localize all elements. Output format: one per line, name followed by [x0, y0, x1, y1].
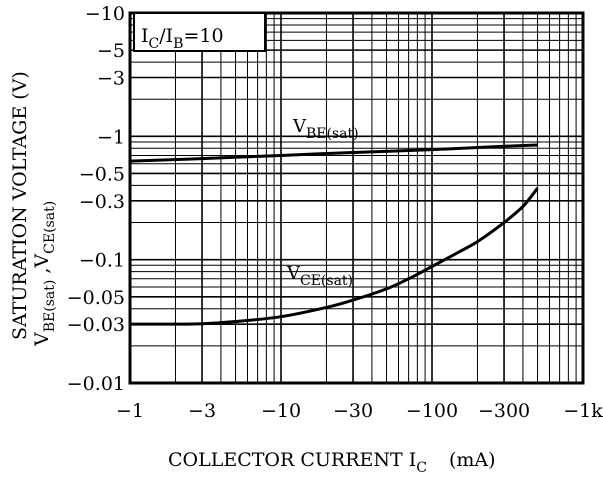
y-tick-label: −0.01: [67, 373, 125, 395]
annotation-text: IC/IB=10: [141, 25, 224, 52]
plot-area-frame: [128, 11, 585, 385]
x-tick-labels: −1 −3 −10 −30 −100 −300 −1k: [116, 400, 603, 422]
y-title-part: V: [31, 332, 53, 347]
y-tick-label: −0.05: [67, 287, 125, 309]
y-title-part: ,V: [31, 254, 53, 280]
y-tick-label: −3: [97, 67, 125, 89]
y-axis-title-line1: SATURATION VOLTAGE (V): [9, 71, 31, 340]
y-tick-label: −10: [85, 3, 125, 25]
series-line-vbe-sat: [129, 143, 538, 163]
x-axis-title: COLLECTOR CURRENT IC (mA): [168, 449, 496, 476]
x-tick-label: −100: [406, 400, 458, 422]
annotation-box: IC/IB=10: [133, 12, 266, 52]
x-tick-label: −3: [188, 400, 216, 422]
series-line-vce-sat: [129, 187, 539, 326]
y-title-subscript: BE(sat): [42, 280, 58, 333]
x-tick-label: −300: [478, 400, 530, 422]
y-tick-label: −0.5: [79, 163, 125, 185]
x-tick-label: −1: [116, 400, 144, 422]
y-tick-label: −1: [97, 126, 125, 148]
x-tick-label: −30: [333, 400, 373, 422]
x-tick-label: −1k: [563, 400, 603, 422]
series-label-vce: VCE(sat): [286, 263, 353, 289]
y-tick-label: −5: [97, 40, 125, 62]
y-tick-label: −0.03: [67, 314, 125, 336]
series-label-vbe: VBE(sat): [292, 116, 359, 142]
y-axis-title-line2: VBE(sat) ,VCE(sat): [31, 201, 58, 347]
grid: [129, 13, 583, 384]
series-layer: [129, 143, 539, 326]
y-tick-labels: −10 −5 −3 −1 −0.5 −0.3 −0.1 −0.05 −0.03 −0.01: [67, 3, 125, 395]
x-tick-label: −10: [261, 400, 301, 422]
y-title-subscript: CE(sat): [42, 201, 58, 254]
y-tick-label: −0.1: [79, 250, 125, 272]
y-tick-label: −0.3: [79, 191, 125, 213]
